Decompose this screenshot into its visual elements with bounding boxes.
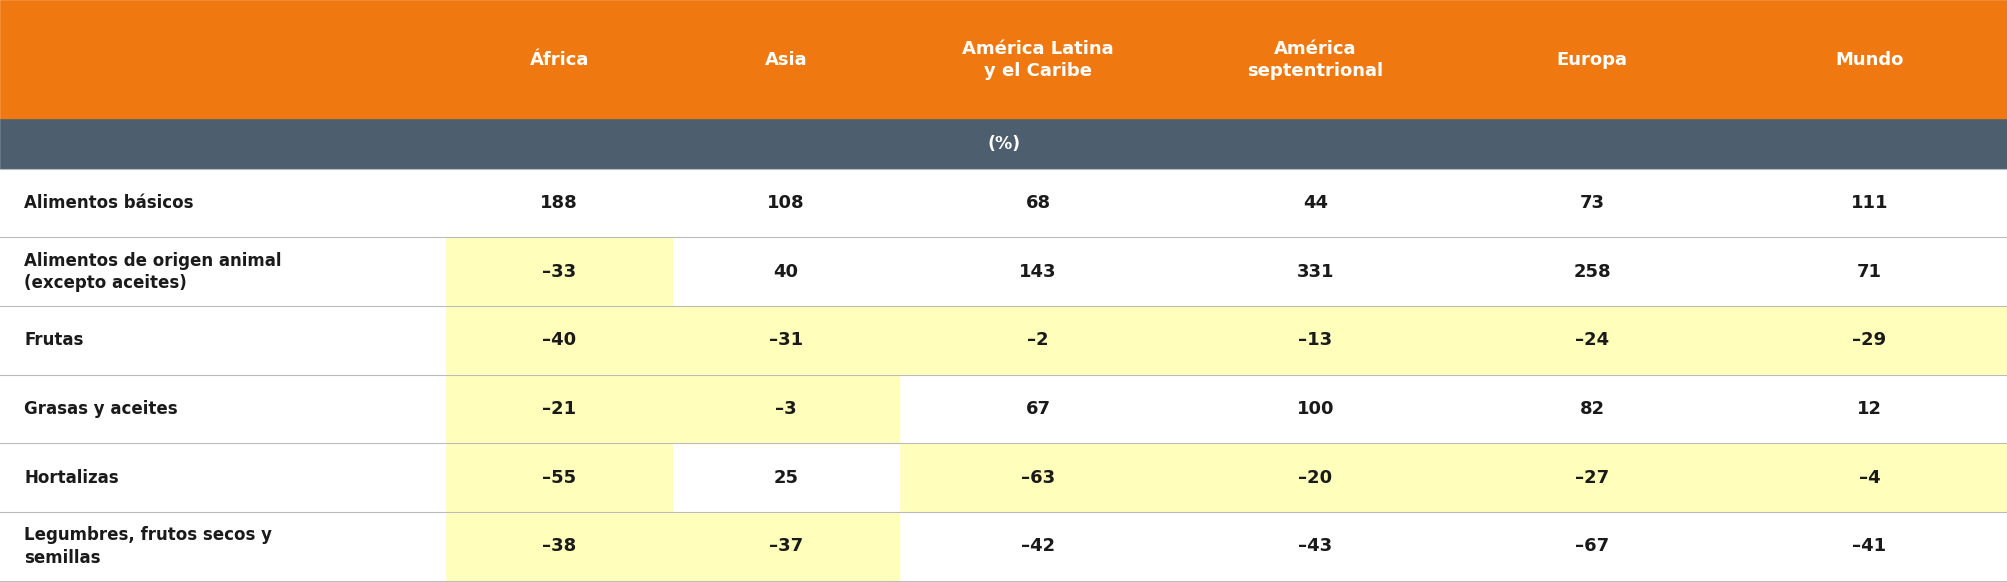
Text: 67: 67 (1026, 400, 1050, 418)
Text: –37: –37 (769, 538, 803, 555)
Bar (0, 169, 446, 237)
Bar (1453, 237, 1730, 306)
Text: 44: 44 (1303, 194, 1327, 212)
Bar (446, 512, 672, 581)
Text: –21: –21 (542, 400, 576, 418)
Bar (1730, 169, 2007, 237)
Text: 71: 71 (1856, 263, 1881, 281)
Text: –24: –24 (1575, 332, 1608, 349)
Bar (1176, 169, 1453, 237)
Bar (899, 375, 1176, 443)
Bar (0, 512, 446, 581)
Text: –13: –13 (1299, 332, 1331, 349)
Text: –67: –67 (1575, 538, 1608, 555)
Bar (1176, 512, 1453, 581)
Text: 12: 12 (1856, 400, 1881, 418)
Bar (0, 237, 446, 306)
Bar (672, 169, 899, 237)
Bar (1730, 306, 2007, 375)
Text: –33: –33 (542, 263, 576, 281)
Text: América
septentrional: América septentrional (1246, 40, 1383, 80)
Bar (1176, 306, 1453, 375)
Bar (446, 237, 672, 306)
Bar (0, 443, 446, 512)
Bar (1453, 169, 1730, 237)
Text: –43: –43 (1299, 538, 1331, 555)
Text: –2: –2 (1028, 332, 1048, 349)
Bar (1453, 443, 1730, 512)
Bar (0, 0, 2007, 119)
Bar (0, 306, 446, 375)
Bar (672, 306, 899, 375)
Bar (672, 512, 899, 581)
Bar (0, 119, 2007, 169)
Bar (899, 512, 1176, 581)
Text: 258: 258 (1573, 263, 1610, 281)
Bar (899, 443, 1176, 512)
Bar (446, 169, 672, 237)
Text: Grasas y aceites: Grasas y aceites (24, 400, 179, 418)
Text: 108: 108 (767, 194, 805, 212)
Bar (1453, 375, 1730, 443)
Text: 331: 331 (1297, 263, 1333, 281)
Bar (1176, 375, 1453, 443)
Bar (1176, 443, 1453, 512)
Bar (446, 375, 672, 443)
Bar (899, 306, 1176, 375)
Text: Mundo: Mundo (1834, 51, 1903, 69)
Bar (1730, 512, 2007, 581)
Text: –29: –29 (1852, 332, 1885, 349)
Text: –41: –41 (1852, 538, 1885, 555)
Text: 82: 82 (1580, 400, 1604, 418)
Text: –42: –42 (1022, 538, 1054, 555)
Bar (1730, 237, 2007, 306)
Text: 143: 143 (1020, 263, 1056, 281)
Text: 100: 100 (1297, 400, 1333, 418)
Text: –55: –55 (542, 469, 576, 487)
Bar (1730, 443, 2007, 512)
Text: 73: 73 (1580, 194, 1604, 212)
Bar (1730, 375, 2007, 443)
Text: América Latina
y el Caribe: América Latina y el Caribe (961, 40, 1114, 80)
Bar (672, 237, 899, 306)
Text: –27: –27 (1575, 469, 1608, 487)
Text: 188: 188 (540, 194, 578, 212)
Bar (446, 306, 672, 375)
Bar (899, 169, 1176, 237)
Text: –63: –63 (1022, 469, 1054, 487)
Bar (446, 443, 672, 512)
Text: Asia: Asia (765, 51, 807, 69)
Text: Frutas: Frutas (24, 332, 84, 349)
Text: 25: 25 (773, 469, 799, 487)
Bar (1453, 306, 1730, 375)
Text: 68: 68 (1026, 194, 1050, 212)
Text: –3: –3 (775, 400, 797, 418)
Bar (672, 375, 899, 443)
Text: –38: –38 (542, 538, 576, 555)
Bar (0, 375, 446, 443)
Text: Hortalizas: Hortalizas (24, 469, 118, 487)
Text: 111: 111 (1850, 194, 1887, 212)
Bar (672, 443, 899, 512)
Text: África: África (530, 51, 588, 69)
Text: –31: –31 (769, 332, 803, 349)
Text: Europa: Europa (1555, 51, 1628, 69)
Text: –4: –4 (1858, 469, 1879, 487)
Bar (899, 237, 1176, 306)
Text: (%): (%) (987, 135, 1020, 153)
Text: –40: –40 (542, 332, 576, 349)
Text: Alimentos básicos: Alimentos básicos (24, 194, 193, 212)
Bar (1453, 512, 1730, 581)
Text: Alimentos de origen animal
(excepto aceites): Alimentos de origen animal (excepto acei… (24, 251, 281, 292)
Text: –20: –20 (1299, 469, 1331, 487)
Text: 40: 40 (773, 263, 799, 281)
Bar (1176, 237, 1453, 306)
Text: Legumbres, frutos secos y
semillas: Legumbres, frutos secos y semillas (24, 526, 273, 567)
